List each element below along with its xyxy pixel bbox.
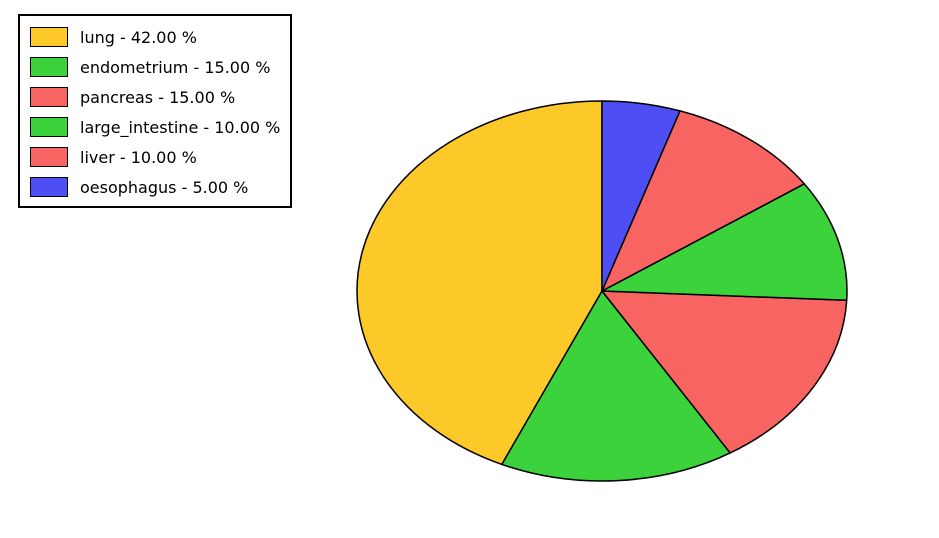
pie-chart <box>0 0 939 538</box>
chart-container: lung - 42.00 % endometrium - 15.00 % pan… <box>0 0 939 538</box>
